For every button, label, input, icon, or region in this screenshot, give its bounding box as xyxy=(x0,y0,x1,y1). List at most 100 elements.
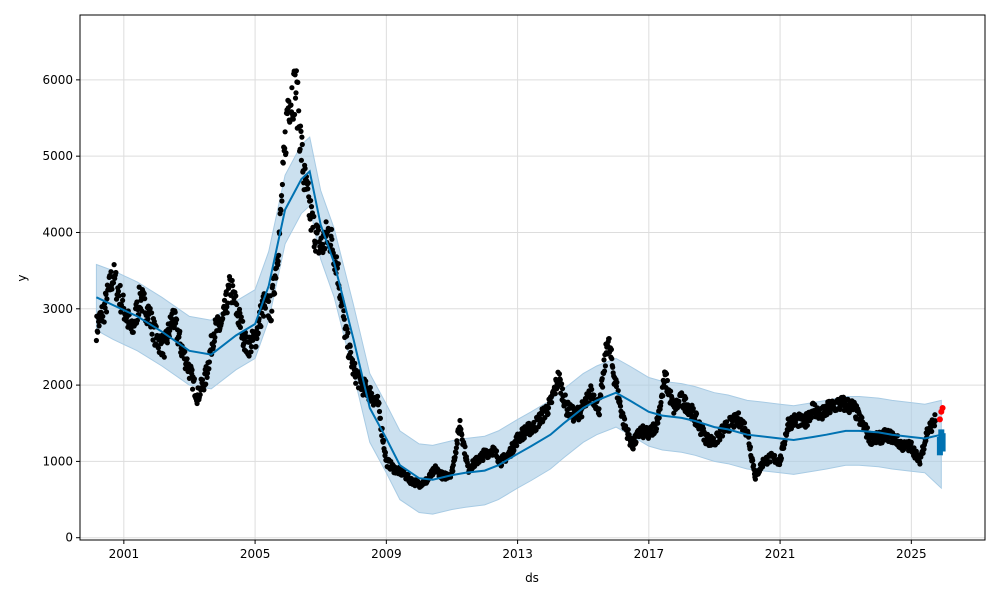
observed-point xyxy=(246,353,252,359)
test-actual-point xyxy=(939,405,946,411)
observed-point xyxy=(931,423,938,429)
observed-point xyxy=(668,388,674,394)
observed-point xyxy=(296,108,302,114)
observed-point xyxy=(596,412,603,418)
observed-point xyxy=(109,286,115,292)
observed-point xyxy=(859,415,865,421)
observed-point xyxy=(134,317,140,323)
observed-point xyxy=(837,406,843,412)
observed-point xyxy=(658,399,664,406)
observed-point xyxy=(333,254,340,260)
observed-point xyxy=(750,457,756,464)
observed-point xyxy=(617,403,624,409)
observed-point xyxy=(622,416,628,422)
observed-point xyxy=(302,165,308,172)
observed-point xyxy=(189,367,195,373)
observed-point xyxy=(655,420,661,426)
observed-point xyxy=(609,356,615,362)
trend-line xyxy=(95,169,942,481)
observed-point xyxy=(328,226,335,232)
observed-point xyxy=(248,344,254,350)
observed-point xyxy=(191,376,197,382)
observed-point xyxy=(511,447,517,453)
observed-point xyxy=(130,329,136,335)
observed-point xyxy=(266,298,272,304)
observed-point xyxy=(556,371,563,377)
observed-point xyxy=(724,419,730,425)
observed-point xyxy=(741,420,748,426)
observed-point xyxy=(601,368,608,374)
observed-point xyxy=(268,317,274,323)
observed-point xyxy=(369,390,375,396)
trend-layer xyxy=(95,169,942,481)
x-tick-label: 2017 xyxy=(634,547,665,561)
observed-point xyxy=(589,386,595,392)
observed-point xyxy=(290,116,296,122)
observed-point xyxy=(453,445,459,451)
observed-point xyxy=(596,406,602,412)
observed-point xyxy=(96,323,102,329)
observed-point xyxy=(230,283,236,289)
observed-point xyxy=(459,432,465,438)
observed-point xyxy=(329,236,335,242)
observed-point xyxy=(601,357,607,363)
observed-point xyxy=(608,346,615,353)
observed-point xyxy=(660,393,666,399)
observed-point xyxy=(117,282,123,289)
observed-point xyxy=(204,370,211,376)
observed-point xyxy=(273,275,279,281)
observed-point xyxy=(220,315,226,322)
observed-point xyxy=(693,411,700,417)
observed-point xyxy=(118,309,124,315)
x-axis-label: ds xyxy=(525,571,539,585)
observed-point xyxy=(115,288,121,294)
observed-point xyxy=(212,334,218,340)
observed-point xyxy=(683,395,689,401)
observed-point xyxy=(293,90,299,96)
observed-point xyxy=(270,282,276,288)
observed-point xyxy=(233,293,239,299)
y-tick-label: 0 xyxy=(65,531,73,545)
observed-point xyxy=(600,384,606,390)
observed-point xyxy=(229,277,235,284)
observed-point xyxy=(579,414,585,420)
y-tick-label: 3000 xyxy=(42,302,73,316)
observed-point xyxy=(147,305,153,312)
observed-point xyxy=(280,160,286,166)
observed-point xyxy=(549,399,555,406)
observed-point xyxy=(184,356,190,362)
x-tick-label: 2001 xyxy=(109,547,140,561)
observed-point xyxy=(201,387,207,393)
observed-point xyxy=(93,337,99,344)
observed-point xyxy=(149,331,155,337)
observed-point xyxy=(120,297,126,303)
y-tick-label: 4000 xyxy=(42,225,73,239)
observed-point xyxy=(591,392,597,398)
observed-point xyxy=(182,349,188,355)
observed-point xyxy=(323,219,329,225)
observed-point xyxy=(376,408,383,415)
observed-point xyxy=(149,310,155,316)
observed-point xyxy=(804,422,811,428)
observed-point xyxy=(514,443,520,449)
observed-point xyxy=(261,313,267,319)
observed-point xyxy=(297,123,304,129)
observed-point xyxy=(653,426,660,432)
observed-point xyxy=(615,388,621,394)
observed-point xyxy=(292,72,298,78)
observed-point xyxy=(311,213,317,220)
observed-point xyxy=(284,110,290,117)
observed-point xyxy=(254,335,260,342)
observed-point xyxy=(116,293,122,299)
observed-point xyxy=(237,324,243,330)
observed-point xyxy=(663,371,670,377)
observed-point xyxy=(613,383,620,390)
plot-frame xyxy=(79,14,986,541)
observed-point xyxy=(292,95,299,101)
observed-point xyxy=(299,141,305,148)
observed-point xyxy=(335,261,341,267)
observed-point xyxy=(258,323,264,330)
observed-point xyxy=(531,419,537,426)
observed-point xyxy=(110,280,117,286)
